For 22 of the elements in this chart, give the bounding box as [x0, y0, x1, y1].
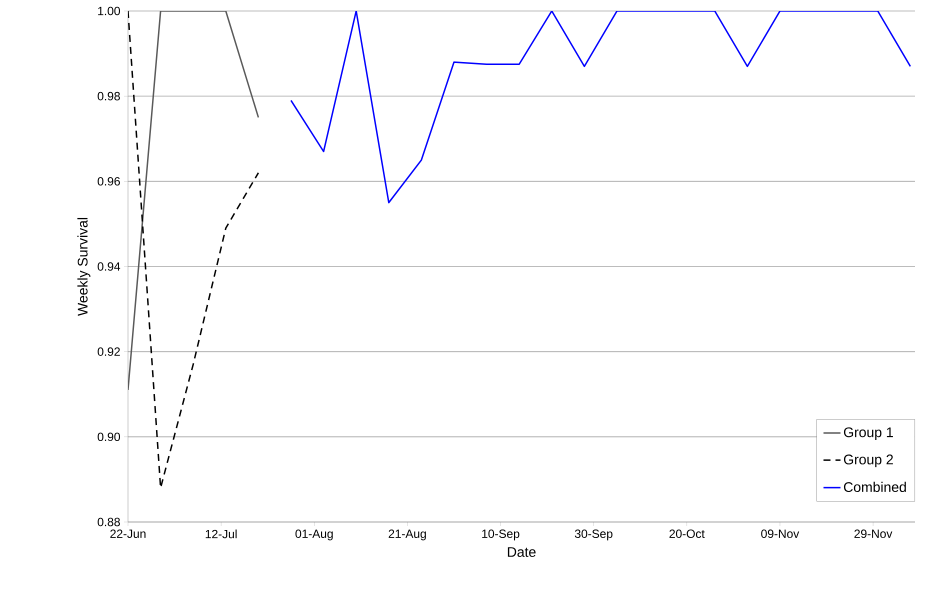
y-axis-title: Weekly Survival [77, 218, 90, 316]
y-tick-label: 0.90 [98, 432, 120, 442]
x-tick-label: 09-Nov [761, 530, 800, 538]
x-tick-label: 21-Aug [388, 530, 426, 540]
x-tick-label: 12-Jul [206, 530, 237, 538]
legend-label: Combined [844, 482, 906, 492]
x-tick-label: 20-Oct [669, 530, 705, 538]
legend-label: Group 1 [844, 427, 893, 440]
legend-label: Group 2 [844, 454, 893, 468]
y-tick-label: 0.98 [98, 92, 120, 100]
y-tick-label: 0.88 [98, 518, 120, 526]
y-tick-label: 0.96 [98, 177, 120, 186]
x-tick-label: 22-Jun [110, 530, 146, 538]
y-tick-label: 1.00 [98, 6, 120, 16]
x-tick-label: 29-Nov [854, 530, 892, 538]
x-tick-label: 01-Aug [295, 530, 333, 540]
x-tick-label: 30-Sep [574, 530, 612, 540]
y-tick-label: 0.92 [98, 347, 120, 356]
x-axis-title: Date [508, 547, 536, 557]
x-tick-label: 10-Sep [482, 530, 520, 540]
line-series [128, 10, 260, 489]
y-tick-label: 0.94 [98, 262, 120, 271]
